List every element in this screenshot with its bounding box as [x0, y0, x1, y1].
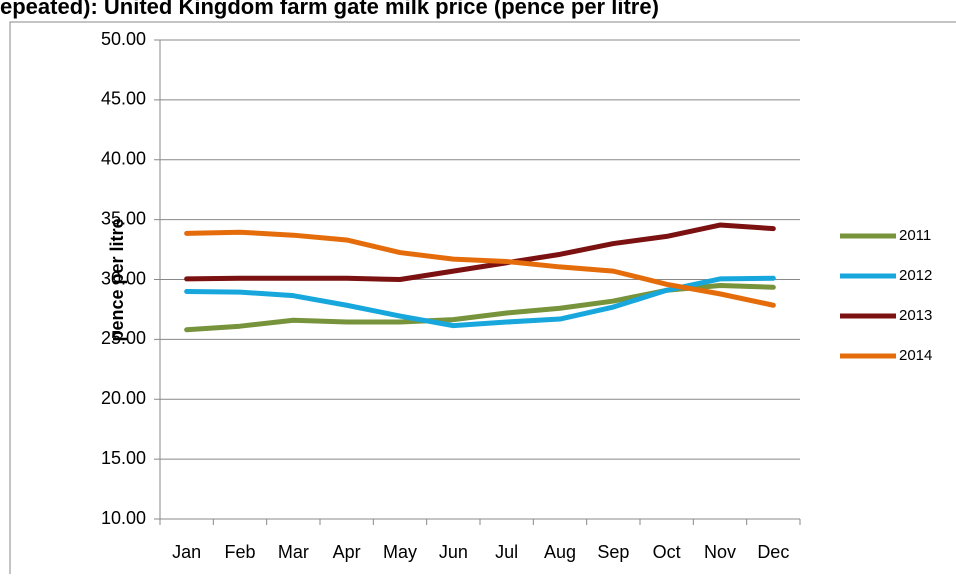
- series-line: [184, 222, 776, 282]
- legend-label: 2012: [899, 267, 932, 284]
- x-tick-label: Jan: [172, 542, 201, 562]
- y-tick-label: 20.00: [101, 388, 146, 408]
- x-tick-label: Sep: [597, 542, 629, 562]
- y-tick-label: 25.00: [101, 328, 146, 348]
- x-tick-label: Mar: [278, 542, 309, 562]
- series-line: [184, 229, 776, 308]
- y-tick-label: 10.00: [101, 508, 146, 528]
- x-tick-label: Aug: [544, 542, 576, 562]
- y-tick-label: 35.00: [101, 208, 146, 228]
- x-tick-label: Nov: [704, 542, 736, 562]
- y-tick-label: 15.00: [101, 448, 146, 468]
- legend-label: 2013: [899, 307, 932, 324]
- x-tick-label: Dec: [757, 542, 789, 562]
- x-tick-label: Jun: [439, 542, 468, 562]
- chart-title: epeated): United Kingdom farm gate milk …: [0, 0, 659, 19]
- legend-label: 2014: [899, 347, 932, 364]
- x-tick-label: Oct: [653, 542, 681, 562]
- y-tick-label: 45.00: [101, 89, 146, 109]
- chart-frame: [9, 21, 956, 579]
- y-tick-label: 50.00: [101, 29, 146, 49]
- x-tick-label: Apr: [333, 542, 361, 562]
- y-tick-label: 30.00: [101, 268, 146, 288]
- x-tick-label: May: [383, 542, 417, 562]
- y-tick-label: 40.00: [101, 149, 146, 169]
- x-tick-label: Jul: [495, 542, 518, 562]
- x-tick-label: Feb: [224, 542, 255, 562]
- legend-label: 2011: [899, 227, 931, 244]
- y-axis-label: pence per litre: [107, 218, 127, 341]
